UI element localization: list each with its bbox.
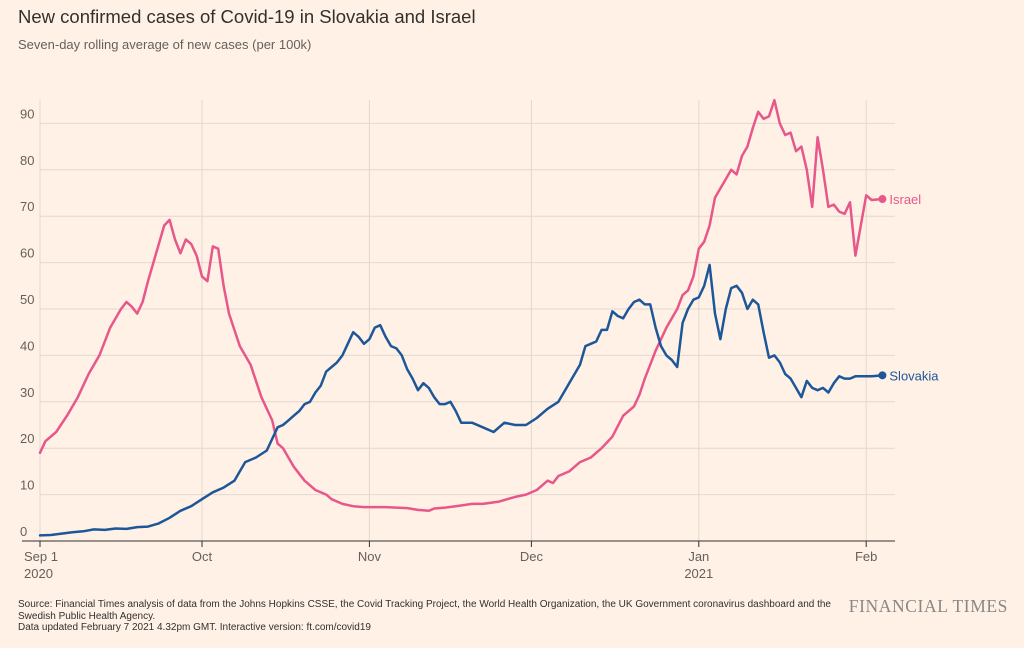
y-tick-label: 90 [20, 106, 34, 121]
x-tick-year-label: 2021 [684, 566, 713, 581]
chart-title: New confirmed cases of Covid-19 in Slova… [18, 6, 476, 27]
y-tick-label: 30 [20, 385, 34, 400]
y-tick-label: 70 [20, 199, 34, 214]
series-line-israel [38, 98, 884, 513]
gridlines [22, 100, 895, 542]
y-tick-label: 50 [20, 292, 34, 307]
y-axis-ticks: 0 10 20 30 40 50 60 70 80 90 [20, 106, 34, 539]
series-label-israel: Israel [889, 192, 921, 207]
x-tick-year-label: 2020 [24, 566, 53, 581]
series-label-slovakia: Slovakia [889, 368, 939, 383]
x-tick-label: Oct [192, 549, 213, 564]
source-text: Source: Financial Times analysis of data… [18, 599, 831, 622]
y-tick-label: 40 [20, 338, 34, 353]
x-tick-label: Dec [520, 549, 544, 564]
x-tick-label: Feb [855, 549, 877, 564]
end-marker-israel [878, 195, 887, 204]
y-tick-label: 0 [20, 524, 27, 539]
y-tick-label: 20 [20, 431, 34, 446]
x-tick-label: Jan [688, 549, 709, 564]
series-line-slovakia [38, 263, 884, 537]
source-note: Source: Financial Times analysis of data… [18, 599, 848, 634]
ft-logo: FINANCIAL TIMES [848, 596, 1008, 616]
x-tick-label: Nov [358, 549, 382, 564]
chart-subtitle: Seven-day rolling average of new cases (… [18, 37, 312, 52]
y-tick-label: 10 [20, 478, 34, 493]
x-axis-ticks: Sep 1 2020 Oct Nov Dec Jan 2021 Feb [24, 541, 877, 581]
y-tick-label: 60 [20, 246, 34, 261]
series-end-labels: Israel Slovakia [878, 192, 939, 383]
series-lines [38, 98, 884, 537]
end-marker-slovakia [878, 371, 887, 380]
updated-text: Data updated February 7 2021 4.32pm GMT.… [18, 622, 371, 633]
y-tick-label: 80 [20, 153, 34, 168]
x-tick-label: Sep 1 [24, 549, 58, 564]
